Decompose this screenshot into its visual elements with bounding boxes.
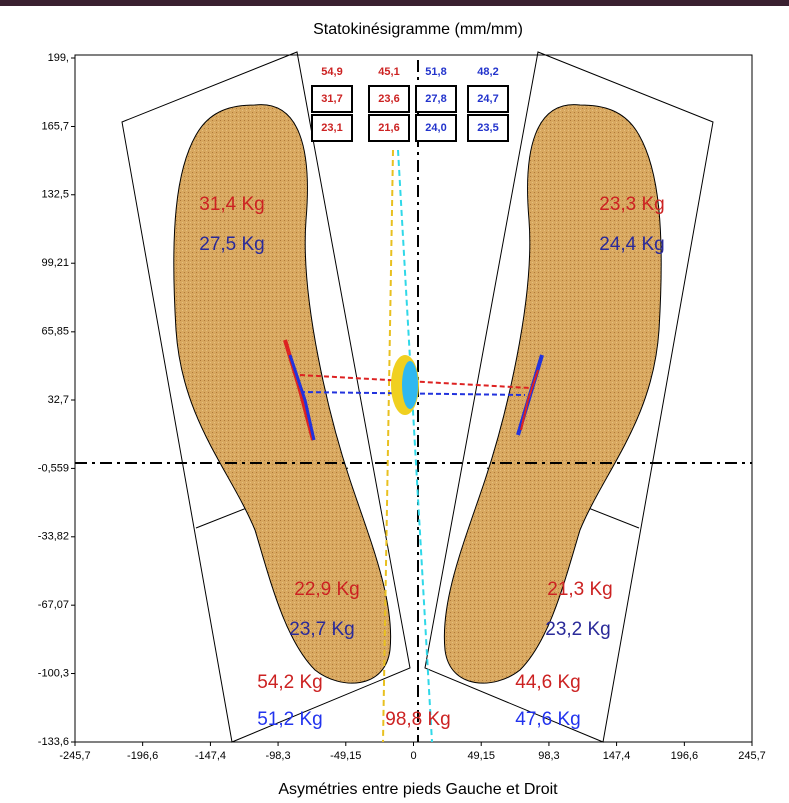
window-bar bbox=[0, 0, 789, 6]
weight-label: 21,3 Kg bbox=[547, 579, 613, 600]
table-cell bbox=[311, 85, 353, 113]
table-value: 45,1 bbox=[378, 66, 399, 78]
table-value: 23,1 bbox=[321, 122, 342, 134]
x-tick-label: -98,3 bbox=[266, 750, 291, 762]
table-cell bbox=[467, 85, 509, 113]
y-tick-label: -133,6 bbox=[38, 736, 69, 748]
y-tick-label: -33,82 bbox=[38, 531, 69, 543]
weight-label: 23,2 Kg bbox=[545, 619, 611, 640]
weight-label: 44,6 Kg bbox=[515, 672, 581, 693]
x-tick-label: -245,7 bbox=[59, 750, 90, 762]
table-value: 31,7 bbox=[321, 93, 342, 105]
y-tick-label: -67,07 bbox=[38, 599, 69, 611]
weight-label: 47,6 Kg bbox=[515, 709, 581, 730]
table-cell bbox=[467, 114, 509, 142]
weight-label: 24,4 Kg bbox=[599, 234, 665, 255]
table-value: 24,7 bbox=[477, 93, 498, 105]
x-axis-label: Asymétries entre pieds Gauche et Droit bbox=[278, 781, 558, 798]
weight-label: 23,7 Kg bbox=[289, 619, 355, 640]
y-tick-label: 132,5 bbox=[41, 189, 69, 201]
x-tick-label: 49,15 bbox=[467, 750, 495, 762]
y-tick-label: 32,7 bbox=[48, 394, 69, 406]
y-tick-label: -0,559 bbox=[38, 462, 69, 474]
table-value: 54,9 bbox=[321, 66, 342, 78]
table-value: 24,0 bbox=[425, 122, 446, 134]
table-value: 48,2 bbox=[477, 66, 498, 78]
table-cell bbox=[415, 114, 457, 142]
table-value: 21,6 bbox=[378, 122, 399, 134]
x-tick-label: 147,4 bbox=[603, 750, 631, 762]
x-tick-label: -147,4 bbox=[195, 750, 226, 762]
table-value: 51,8 bbox=[425, 66, 446, 78]
x-tick-label: -49,15 bbox=[330, 750, 361, 762]
table-value: 23,6 bbox=[378, 93, 399, 105]
table-value: 27,8 bbox=[425, 93, 446, 105]
chart-title: Statokinésigramme (mm/mm) bbox=[313, 21, 523, 38]
left-foot bbox=[121, 51, 411, 743]
x-tick-label: -196,6 bbox=[127, 750, 158, 762]
table-cell bbox=[415, 85, 457, 113]
weight-label: 22,9 Kg bbox=[294, 579, 360, 600]
weight-label: 23,3 Kg bbox=[599, 194, 665, 215]
y-tick-label: 165,7 bbox=[41, 120, 69, 132]
weight-label: 31,4 Kg bbox=[199, 194, 265, 215]
y-tick-label: 199, bbox=[48, 52, 69, 64]
x-tick-label: 245,7 bbox=[738, 750, 766, 762]
y-tick-label: 99,21 bbox=[41, 257, 69, 269]
y-tick-label: 65,85 bbox=[41, 326, 69, 338]
x-tick-label: 0 bbox=[410, 750, 416, 762]
weight-label: 51,2 Kg bbox=[257, 709, 323, 730]
table-value: 23,5 bbox=[477, 122, 498, 134]
weight-label: 98,8 Kg bbox=[385, 709, 451, 730]
right-foot bbox=[424, 51, 714, 743]
table-cell bbox=[368, 114, 410, 142]
weight-label: 54,2 Kg bbox=[257, 672, 323, 693]
x-tick-label: 98,3 bbox=[538, 750, 559, 762]
y-tick-label: -100,3 bbox=[38, 667, 69, 679]
weight-label: 27,5 Kg bbox=[199, 234, 265, 255]
x-tick-label: 196,6 bbox=[671, 750, 699, 762]
sway-traces bbox=[283, 149, 544, 743]
table-cell bbox=[311, 114, 353, 142]
table-cell bbox=[368, 85, 410, 113]
